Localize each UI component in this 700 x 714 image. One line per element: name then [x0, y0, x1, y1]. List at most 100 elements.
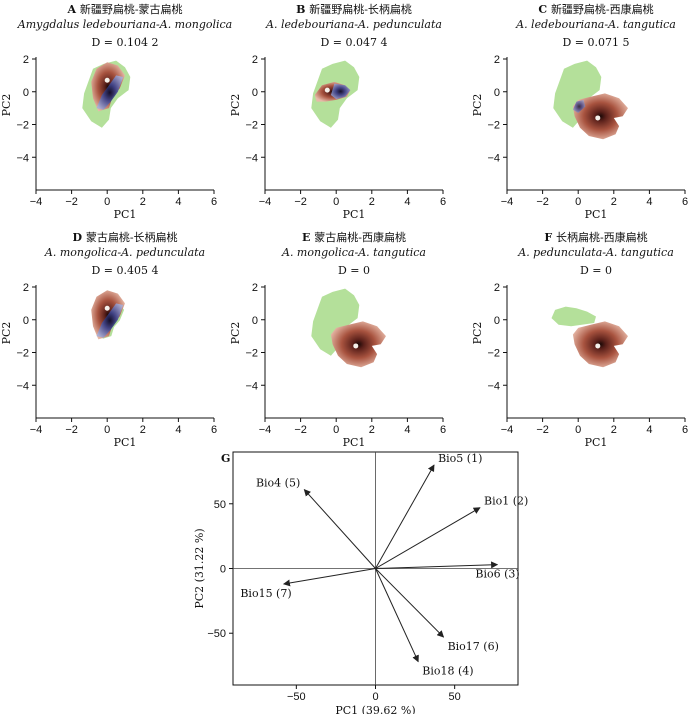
x-tick-label: 6	[682, 196, 688, 208]
panel-c: C 新疆野扁桃-西康扁桃 A. ledebouriana-A. tangutica…	[471, 2, 688, 221]
panel-b: B 新疆野扁桃-长柄扁桃 A. ledebouriana-A. peduncula…	[229, 2, 446, 221]
x-tick-label: 0	[104, 196, 110, 208]
x-tick-label: 4	[404, 196, 410, 208]
y-axis-label: PC2	[0, 322, 13, 345]
niche-species-1	[572, 321, 628, 368]
panel-title: C 新疆野扁桃-西康扁桃	[538, 2, 653, 16]
density-peak	[104, 305, 110, 311]
x-tick-label: −50	[287, 691, 306, 703]
x-tick-label: 2	[611, 424, 617, 436]
y-tick-label: −50	[207, 628, 226, 640]
panel-f: F 长柄扁桃-西康扁桃 A. pedunculata-A. tangutica D …	[471, 230, 688, 449]
panel-letter: A	[66, 3, 79, 16]
x-tick-label: 0	[104, 424, 110, 436]
y-tick-label: 2	[252, 282, 258, 294]
x-tick-label: 0	[575, 424, 581, 436]
y-tick-label: −4	[245, 152, 258, 164]
y-axis-label: PC2	[471, 322, 484, 345]
y-tick-label: 0	[23, 315, 29, 327]
panel-subtitle: Amygdalus ledebouriana-A. mongolica	[17, 18, 233, 31]
loading-vector	[375, 568, 445, 638]
panel-title: E 蒙古扁桃-西康扁桃	[302, 230, 406, 244]
panel-subtitle: A. ledebouriana-A. tangutica	[515, 18, 676, 31]
pca-biplot-layer: G −50 0 50 50 0 −50 PC1 (39.62 %) PC2 (31.22 %) B…	[193, 451, 528, 714]
panel-letter: G	[221, 452, 230, 465]
x-axis-label: PC1	[114, 436, 137, 449]
niche-panels-layer: A 新疆野扁桃-蒙古扁桃 Amygdalus ledebouriana-A. mo…	[0, 2, 688, 449]
x-tick-label: 2	[140, 196, 146, 208]
x-tick-label: 4	[175, 196, 181, 208]
niche-overlap	[572, 99, 586, 113]
y-tick-label: 0	[494, 315, 500, 327]
density-peak	[353, 343, 359, 349]
panel-title: D 蒙古扁桃-长柄扁桃	[72, 230, 177, 244]
y-tick-label: −2	[245, 120, 258, 132]
panel-d-value: D = 0.405 4	[91, 264, 158, 277]
x-tick-label: 6	[682, 424, 688, 436]
x-tick-label: 50	[449, 691, 461, 703]
panel-letter: B	[296, 3, 309, 16]
density-peak	[595, 343, 601, 349]
loading-vector	[282, 568, 376, 587]
y-tick-label: 0	[23, 87, 29, 99]
x-tick-label: 6	[440, 196, 446, 208]
panel-d-value: D = 0.104 2	[91, 36, 158, 49]
y-tick-label: 2	[23, 282, 29, 294]
x-tick-label: −2	[294, 424, 307, 436]
vector-label: Bio18 (4)	[422, 665, 473, 678]
y-tick-label: −4	[487, 380, 500, 392]
y-tick-label: 0	[220, 564, 226, 576]
niche-species-2	[551, 306, 596, 327]
y-tick-label: −2	[487, 348, 500, 360]
x-tick-label: 0	[372, 691, 378, 703]
panel-letter: C	[538, 3, 551, 16]
panel-letter: D	[72, 231, 85, 244]
loading-vector	[375, 568, 419, 663]
panel-subtitle: A. mongolica-A. pedunculata	[44, 246, 205, 259]
y-axis-label: PC2	[229, 94, 242, 117]
y-tick-label: −2	[16, 348, 29, 360]
x-tick-label: 6	[211, 424, 217, 436]
y-tick-label: −4	[16, 152, 29, 164]
x-tick-label: −4	[259, 196, 272, 208]
x-tick-label: 4	[175, 424, 181, 436]
x-axis-label: PC1	[585, 208, 608, 221]
density-peak	[104, 77, 110, 83]
y-tick-label: 2	[494, 54, 500, 66]
loading-vector	[375, 464, 435, 569]
x-tick-label: 2	[369, 196, 375, 208]
panel-title: F 长柄扁桃-西康扁桃	[544, 230, 647, 244]
x-tick-label: 4	[646, 424, 652, 436]
niche-species-2	[553, 60, 602, 128]
y-tick-label: 2	[494, 282, 500, 294]
loading-vector	[375, 507, 481, 569]
panel-subtitle: A. mongolica-A. tangutica	[281, 246, 426, 259]
panel-title: B 新疆野扁桃-长柄扁桃	[296, 2, 412, 16]
vector-label: Bio17 (6)	[448, 640, 499, 653]
x-tick-label: 0	[575, 196, 581, 208]
y-axis-label: PC2	[471, 94, 484, 117]
y-tick-label: 2	[23, 54, 29, 66]
x-axis-label: PC1	[114, 208, 137, 221]
panel-d-value: D = 0.071 5	[562, 36, 629, 49]
niche-overlap	[96, 303, 124, 338]
vector-label: Bio6 (3)	[475, 568, 519, 581]
y-tick-label: −2	[487, 120, 500, 132]
panel-title: A 新疆野扁桃-蒙古扁桃	[66, 2, 182, 16]
y-tick-label: −2	[245, 348, 258, 360]
panel-title-cn: 新疆野扁桃-西康扁桃	[551, 2, 654, 16]
niche-species-1	[330, 321, 386, 368]
panel-letter: E	[302, 231, 314, 244]
density-peak	[595, 115, 601, 121]
y-tick-label: −4	[245, 380, 258, 392]
x-axis-label: PC1	[343, 208, 366, 221]
panel-title-cn: 蒙古扁桃-西康扁桃	[314, 230, 406, 244]
y-tick-label: 0	[494, 87, 500, 99]
panel-d-value: D = 0	[580, 264, 612, 277]
y-tick-label: −4	[16, 380, 29, 392]
density-peak	[324, 87, 330, 93]
panel-title-cn: 新疆野扁桃-长柄扁桃	[309, 2, 412, 16]
x-tick-label: 6	[211, 196, 217, 208]
panel-d: D 蒙古扁桃-长柄扁桃 A. mongolica-A. pedunculata D …	[0, 230, 217, 449]
